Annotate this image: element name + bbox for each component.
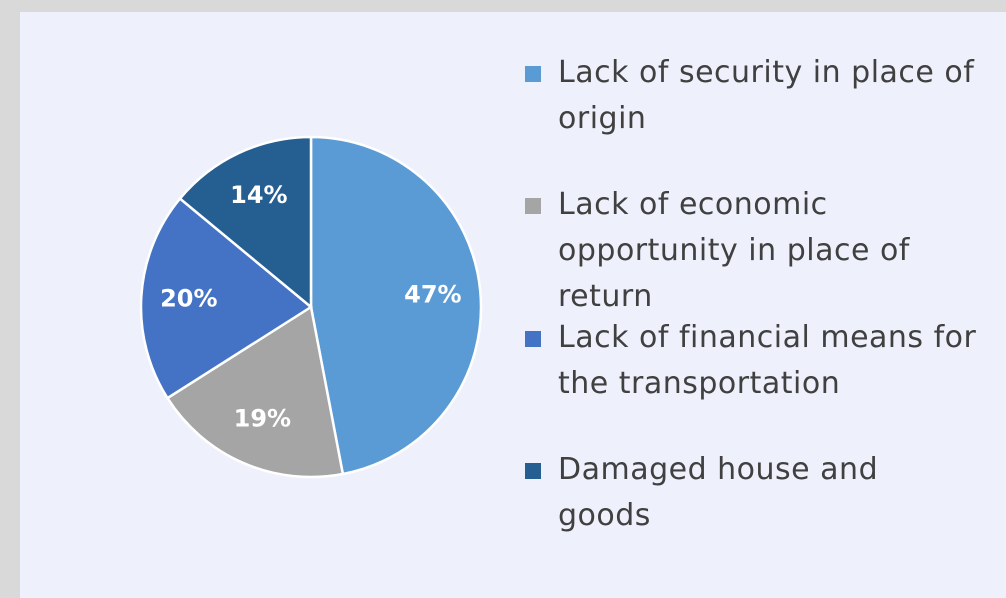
pie-slice xyxy=(178,135,313,310)
legend-label: Lack of financial means for the transpor… xyxy=(558,320,977,401)
data-label: 14% xyxy=(230,181,287,209)
pie-chart: 47% 19% 20% 14% xyxy=(139,135,483,479)
pie-slice xyxy=(139,196,314,400)
legend-label: Lack of security in place of origin xyxy=(558,55,975,136)
legend-swatch xyxy=(525,198,541,214)
legend-swatch xyxy=(525,463,541,479)
legend-swatch xyxy=(525,66,541,82)
chart-area: 47% 19% 20% 14% Lack of security in place o… xyxy=(20,12,1006,598)
data-label: 47% xyxy=(404,280,461,308)
data-label: 19% xyxy=(234,404,291,432)
legend-swatch xyxy=(525,331,541,347)
data-label: 20% xyxy=(160,284,217,312)
pie-slice xyxy=(165,304,345,479)
legend-label: Lack of economic opportunity in place of… xyxy=(558,187,910,314)
legend-label: Damaged house and goods xyxy=(558,452,879,533)
pie-slice xyxy=(309,135,483,476)
